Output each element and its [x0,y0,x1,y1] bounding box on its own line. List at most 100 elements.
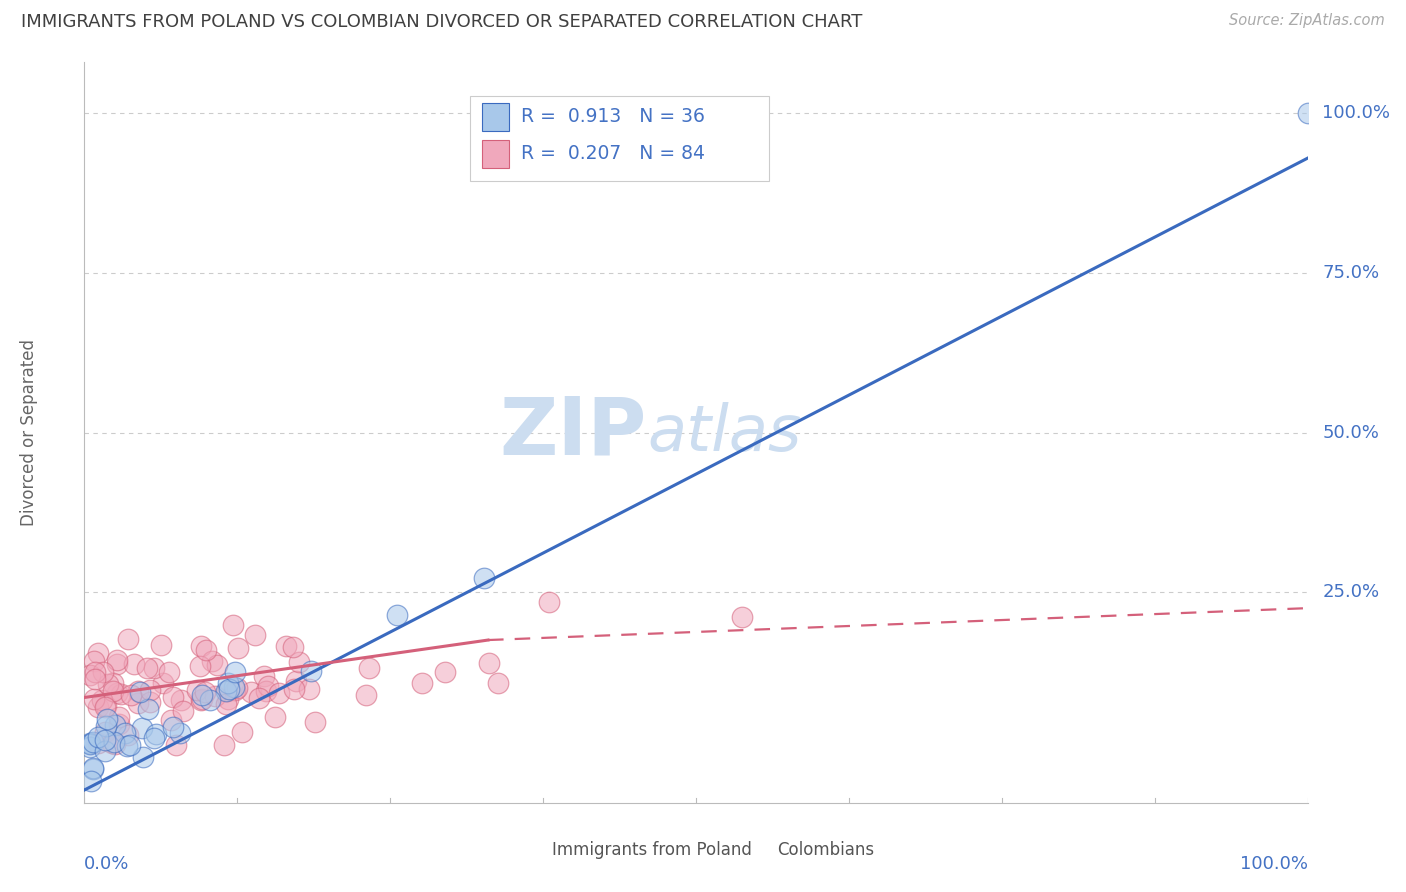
Point [472,571,495,585]
Point [107,717,129,731]
Point [87,700,110,714]
Point [256,679,278,693]
Point [283,681,305,696]
Point [201,654,224,668]
Text: 50.0%: 50.0% [1322,424,1379,442]
FancyBboxPatch shape [742,838,769,862]
Point [304,715,326,730]
Text: ZIP: ZIP [499,393,647,472]
Point [169,726,191,740]
Text: 25.0%: 25.0% [1322,583,1379,601]
Point [267,686,290,700]
Point [240,684,263,698]
Point [191,688,214,702]
Text: 0.0%: 0.0% [84,855,129,872]
Point [1296,106,1319,120]
Text: Divorced or Separated: Divorced or Separated [20,339,38,526]
Point [231,725,253,739]
Point [117,739,139,753]
Text: Source: ZipAtlas.com: Source: ZipAtlas.com [1229,13,1385,29]
Point [104,718,127,732]
Point [254,684,277,698]
Text: R =  0.207   N = 84: R = 0.207 N = 84 [522,144,704,163]
Point [105,657,128,671]
Point [172,704,194,718]
Point [160,713,183,727]
Point [117,728,139,742]
Point [120,688,142,702]
Point [217,692,239,706]
Point [243,628,266,642]
Point [215,697,238,711]
Point [132,750,155,764]
Point [103,735,125,749]
Point [150,638,173,652]
Point [87,646,110,660]
Point [190,639,212,653]
Point [188,659,211,673]
Point [97,676,120,690]
Point [218,682,240,697]
Point [104,737,127,751]
Text: R =  0.913   N = 36: R = 0.913 N = 36 [522,107,704,126]
Point [253,669,276,683]
FancyBboxPatch shape [482,103,509,131]
Point [354,689,377,703]
Point [194,685,217,699]
Text: IMMIGRANTS FROM POLAND VS COLOMBIAN DIVORCED OR SEPARATED CORRELATION CHART: IMMIGRANTS FROM POLAND VS COLOMBIAN DIVO… [21,13,862,31]
Point [83,654,105,668]
Point [145,727,167,741]
Point [204,689,226,703]
Point [127,696,149,710]
Point [143,661,166,675]
Point [264,710,287,724]
Point [191,692,214,706]
Text: 100.0%: 100.0% [1322,104,1391,122]
Point [139,695,162,709]
Point [226,681,249,695]
Point [105,653,128,667]
FancyBboxPatch shape [519,838,546,862]
Point [117,632,139,647]
Point [86,731,108,745]
Point [152,675,174,690]
Point [101,683,124,698]
Point [122,657,145,671]
Point [82,761,104,775]
Point [162,690,184,704]
Point [142,731,165,745]
Point [288,655,311,669]
Point [135,661,157,675]
Point [205,657,228,672]
Point [94,719,117,733]
Point [138,683,160,698]
Point [94,699,117,714]
Point [195,643,218,657]
FancyBboxPatch shape [470,95,769,181]
Point [79,739,101,754]
Point [165,739,187,753]
Point [94,733,117,747]
Point [190,692,212,706]
Point [226,640,249,655]
Point [80,773,103,788]
Point [224,682,246,697]
Text: 75.0%: 75.0% [1322,264,1379,282]
Point [136,702,159,716]
Point [157,665,180,680]
Text: Colombians: Colombians [776,841,873,859]
Point [87,736,110,750]
Point [114,726,136,740]
Point [93,744,115,758]
Point [82,735,104,749]
Point [79,737,101,751]
Point [274,639,297,653]
Point [118,738,141,752]
Point [411,675,433,690]
Point [100,735,122,749]
Point [299,665,322,679]
Point [127,684,149,698]
Point [486,676,509,690]
Point [128,685,150,699]
Point [538,595,561,609]
